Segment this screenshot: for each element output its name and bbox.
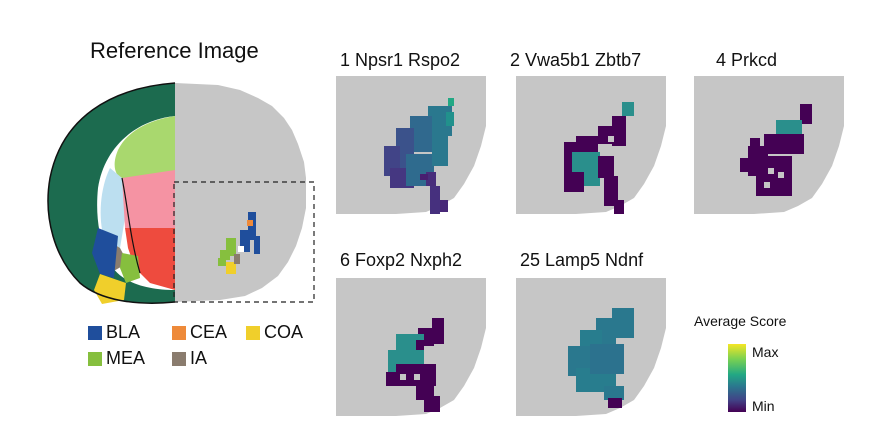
colorbar-max-label: Max xyxy=(752,344,779,360)
legend-swatch-bla xyxy=(88,325,102,340)
legend-item-ia: IA xyxy=(172,348,207,369)
legend-swatch-coa xyxy=(246,325,260,340)
coa-region xyxy=(94,274,126,304)
colorbar-min-label: Min xyxy=(752,398,775,414)
score-heatmap xyxy=(384,98,454,214)
reference-brain-image xyxy=(47,82,315,304)
reference-title: Reference Image xyxy=(90,38,259,63)
legend-label-coa: COA xyxy=(264,322,304,342)
legend-label-bla: BLA xyxy=(106,322,141,342)
legend-label-cea: CEA xyxy=(190,322,228,342)
legend-item-cea: CEA xyxy=(172,322,227,343)
bla-region xyxy=(92,228,118,278)
panel-title-3: 4 Prkcd xyxy=(716,50,778,70)
mea-region xyxy=(120,253,140,283)
hippocampus-region xyxy=(114,116,175,182)
panel-1-map xyxy=(336,76,486,214)
legend-item-bla: BLA xyxy=(88,322,140,343)
legend-item-mea: MEA xyxy=(88,348,145,369)
colorbar-gradient xyxy=(728,344,746,412)
red-region xyxy=(125,228,175,290)
legend-label-ia: IA xyxy=(190,348,208,368)
panel-4-map xyxy=(336,278,486,416)
legend-label-mea: MEA xyxy=(106,348,146,368)
right-hemisphere xyxy=(175,83,306,302)
legend-swatch-ia xyxy=(172,351,186,366)
panel-title-1: 1 Npsr1 Rspo2 xyxy=(340,50,461,70)
legend-swatch-mea xyxy=(88,351,102,366)
panel-2-map xyxy=(516,76,666,214)
score-heatmap xyxy=(386,318,444,412)
lightblue-region xyxy=(100,168,125,248)
panel-title-4: 6 Foxp2 Nxph2 xyxy=(340,250,463,270)
legend-swatch-cea xyxy=(172,325,186,340)
colorbar-title: Average Score xyxy=(694,313,787,329)
cortex-region xyxy=(48,83,175,304)
amygdala-highlight xyxy=(218,212,260,274)
legend-item-coa: COA xyxy=(246,322,303,343)
pink-region xyxy=(122,170,175,238)
score-heatmap xyxy=(568,308,634,408)
panel-title-2: 2 Vwa5b1 Zbtb7 xyxy=(510,50,642,70)
zoom-selection-box xyxy=(173,181,315,303)
panel-5-map xyxy=(516,278,666,416)
score-heatmap xyxy=(740,104,812,196)
panel-title-5: 25 Lamp5 Ndnf xyxy=(520,250,644,270)
score-heatmap xyxy=(564,102,634,214)
panel-3-map xyxy=(694,76,844,214)
